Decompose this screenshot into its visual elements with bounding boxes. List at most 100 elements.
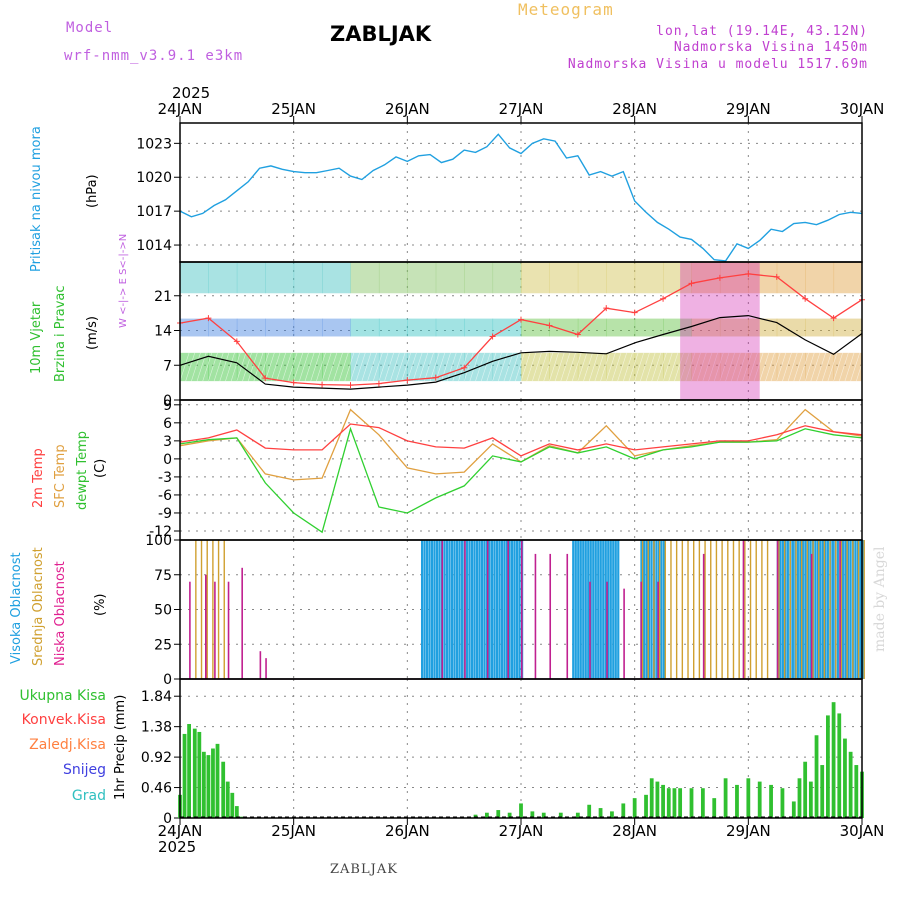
wind-gust-marker <box>319 381 326 388</box>
wind-hatch <box>736 352 747 382</box>
precip-legend-hail: Grad <box>72 788 106 804</box>
low-cloud-bar <box>265 658 267 679</box>
x-tick-label-top: 25JAN <box>271 100 316 118</box>
high-cloud-bar <box>609 540 612 679</box>
high-cloud-bar <box>841 540 844 679</box>
wind-hatch <box>509 352 520 382</box>
x-tick-label-top: 30JAN <box>840 100 885 118</box>
wind-hatch <box>696 352 707 382</box>
y-tick-label: 6 <box>163 416 172 432</box>
precip-bar <box>746 778 751 818</box>
precip-bar <box>735 784 739 818</box>
high-cloud-bar <box>594 540 597 679</box>
wind-gust-marker <box>745 270 752 277</box>
mid-cloud-bar <box>710 540 712 679</box>
mid-cloud-bar <box>800 540 803 679</box>
y-tick-label: 0 <box>163 672 172 688</box>
wind-hatch <box>299 352 309 382</box>
wind-hatch <box>338 352 349 382</box>
pressure-series <box>179 133 863 262</box>
wind-hatch <box>787 352 798 382</box>
wind-band-cell <box>606 318 636 337</box>
precip-bar <box>803 761 808 818</box>
wind-gust-marker <box>830 315 837 322</box>
low-cloud-bar <box>259 651 262 679</box>
wind-band-cell <box>521 318 550 337</box>
wind-hatch <box>418 352 429 382</box>
mid-cloud-bar <box>852 540 854 679</box>
high-cloud-bar <box>480 540 484 679</box>
x-tick-label-top: 29JAN <box>726 100 771 118</box>
high-cloud-bar <box>831 540 834 679</box>
low-cloud-bar <box>776 540 779 679</box>
precip-bar <box>808 781 813 818</box>
low-cloud-bar <box>606 581 608 679</box>
y-tick-label: 0.46 <box>141 781 172 797</box>
wind-hatch <box>856 352 866 382</box>
footer-station: ZABLJAK <box>330 862 398 877</box>
precip-bar <box>541 812 546 818</box>
wind-hatch <box>537 352 548 382</box>
high-cloud-bar <box>582 540 585 679</box>
mid-cloud-bar <box>732 540 735 679</box>
wind-hatch <box>532 352 542 382</box>
mid-cloud-bar <box>670 540 672 679</box>
wind-hatch <box>276 352 286 382</box>
wind-hatch <box>617 352 627 382</box>
precip-bar <box>649 778 654 818</box>
mid-cloud-bar <box>653 540 655 679</box>
wind-band-cell <box>208 318 238 337</box>
wind-hatch <box>600 352 610 382</box>
mid-cloud-bar <box>217 540 220 679</box>
high-cloud-bar <box>647 540 651 679</box>
wind-hatch <box>753 352 764 382</box>
wind-hatch <box>799 352 809 382</box>
high-cloud-bar <box>791 540 794 679</box>
precip-bar <box>496 810 501 818</box>
lonlat-label: lon,lat (19.14E, 43.12N) <box>656 24 868 39</box>
wind-band-cell <box>634 318 664 337</box>
wind-speed-series <box>179 314 863 390</box>
high-cloud-bar <box>470 540 474 679</box>
high-cloud-bar <box>438 540 441 679</box>
high-cloud-bar <box>814 540 817 679</box>
x-tick-label-top: 28JAN <box>612 100 657 118</box>
wind-band-cell <box>407 318 437 337</box>
precip-bar <box>814 735 819 818</box>
high-cloud-bar <box>458 540 461 679</box>
high-cloud-bar <box>475 540 479 679</box>
high-cloud-bar <box>821 540 824 679</box>
wind-band-cell <box>691 262 721 294</box>
low-cloud-bar <box>657 581 659 679</box>
cloud-units: (%) <box>93 594 108 617</box>
wind-hatch <box>407 352 417 382</box>
precip-bar <box>206 755 211 818</box>
high-cloud-bar <box>425 540 429 679</box>
wind-hatch <box>247 352 258 382</box>
wind-band-cell <box>265 262 295 294</box>
mid-cloud-bar <box>675 540 678 679</box>
mid-cloud-bar <box>195 540 197 679</box>
precip-bar <box>723 778 728 818</box>
high-cloud-bar <box>498 540 501 679</box>
wind-gust-marker <box>205 315 212 322</box>
temp-units: (C) <box>93 459 108 478</box>
low-cloud-bar <box>566 553 569 679</box>
precip-bar <box>769 784 773 818</box>
high-cloud-bar <box>816 540 819 679</box>
high-cloud-bar <box>448 540 451 679</box>
cloud-bars <box>180 540 865 680</box>
wind-band-cell <box>322 262 351 294</box>
low-cloud-bar <box>810 553 813 679</box>
high-cloud-bar <box>500 540 504 679</box>
wind-gust-marker <box>574 331 581 338</box>
y-tick-label: 14 <box>154 324 172 340</box>
mid-cloud-bar <box>641 540 644 679</box>
wind-hatch <box>662 352 673 382</box>
high-cloud-bar <box>460 540 464 679</box>
precip-bar <box>558 812 563 818</box>
wind-gust-marker <box>773 273 780 280</box>
mid-cloud-bar <box>704 540 706 679</box>
wind-band-cell <box>208 262 238 294</box>
y-tick-label: 0.92 <box>141 750 172 766</box>
